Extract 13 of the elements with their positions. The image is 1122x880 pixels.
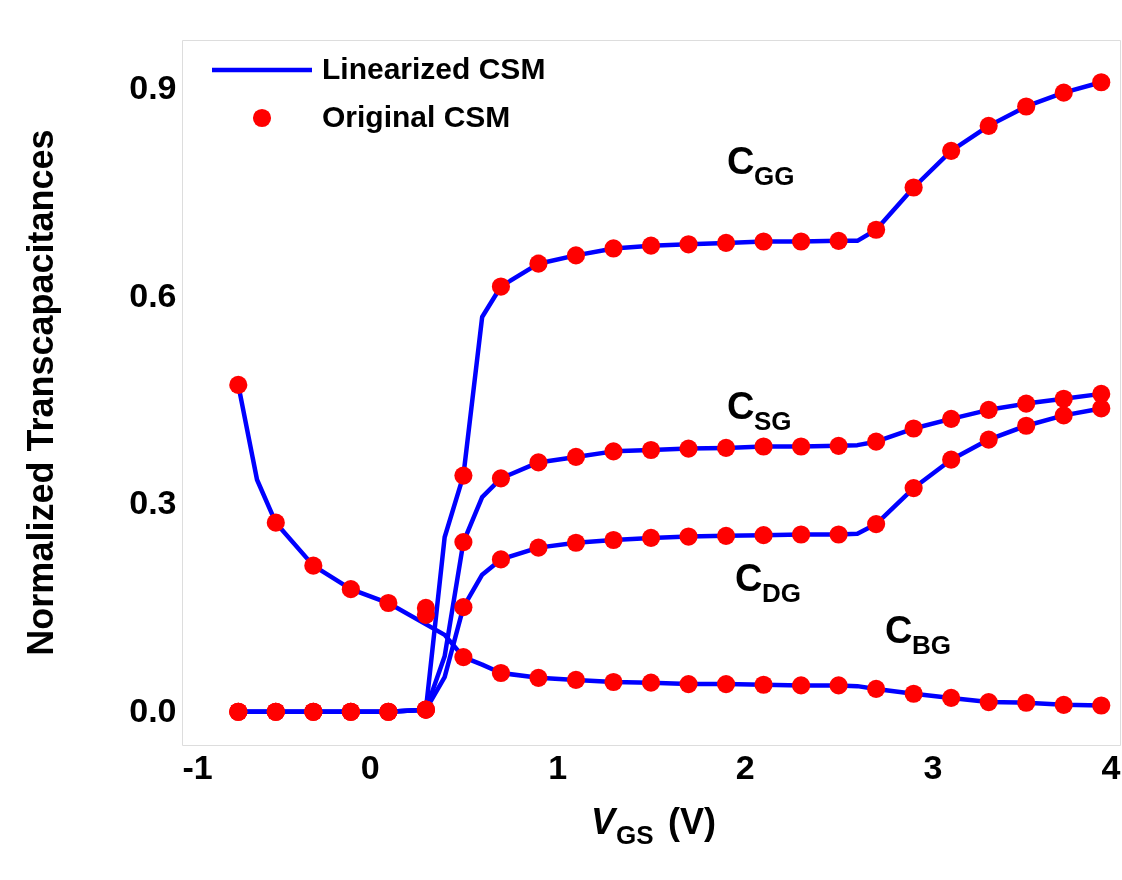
y-tick-label: 0.0 — [129, 691, 177, 730]
x-tick-label: 4 — [1101, 747, 1121, 786]
y-axis-title: Normalized Transcapacitances — [20, 129, 61, 656]
y-tick-label: 0.3 — [129, 483, 177, 522]
y-tick-label: 0.6 — [129, 275, 177, 314]
legend-label: Linearized CSM — [322, 52, 546, 85]
x-tick-label: 3 — [923, 747, 943, 786]
x-tick-label: 0 — [360, 747, 380, 786]
x-tick-label: 2 — [735, 747, 755, 786]
y-tick-label: 0.9 — [129, 67, 177, 106]
x-tick-label: -1 — [182, 747, 213, 786]
legend-label: Original CSM — [322, 100, 511, 133]
x-tick-label: 1 — [548, 747, 568, 786]
